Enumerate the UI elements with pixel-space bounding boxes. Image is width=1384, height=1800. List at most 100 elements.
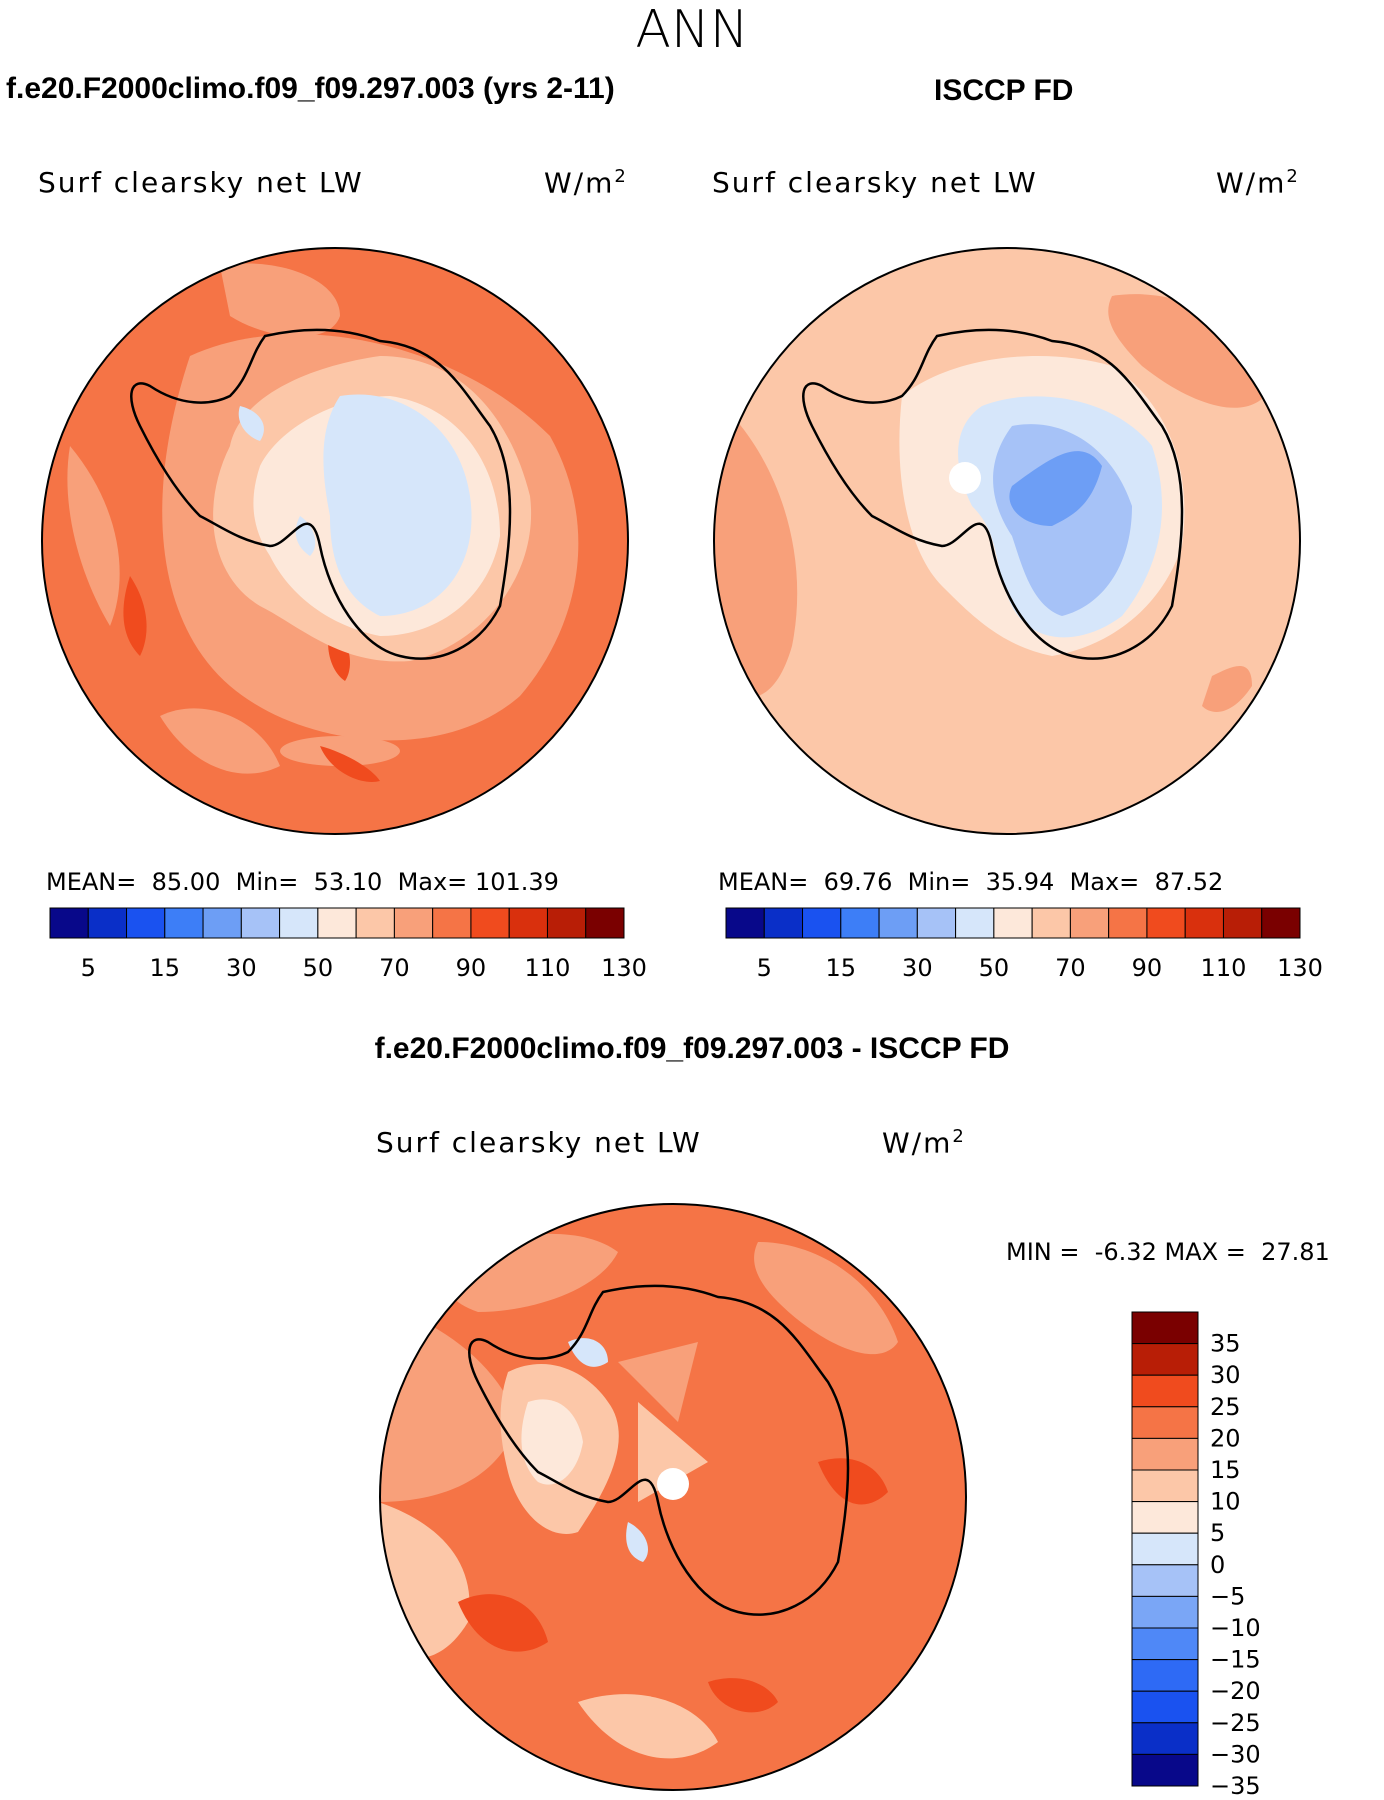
panel2-colorbar: 5 15 30 50 70 90 110 130 (725, 907, 1323, 982)
panel3-colorbar-tick-label: −20 (1210, 1677, 1261, 1705)
panel2-colorbar-tick-label: 130 (1277, 954, 1323, 982)
panel1-colorbar-tick-label: 15 (150, 954, 181, 982)
panel2-colorbar-tick-label: 110 (1201, 954, 1247, 982)
panel3-colorbar-tick-label: −25 (1210, 1709, 1261, 1737)
panel3-colorbar-tick-label: −5 (1210, 1582, 1245, 1610)
panel3-colorbar-tick-label: 0 (1210, 1551, 1225, 1579)
panel2-colorbar-swatch (1069, 907, 1110, 939)
panel1-case-title: f.e20.F2000climo.f09_f09.297.003 (yrs 2-… (6, 72, 615, 105)
panel1-colorbar-swatch (126, 907, 166, 939)
panel3-colorbar-swatch (1131, 1469, 1199, 1503)
panel1-units: W/m2 (544, 166, 628, 200)
panel3-colorbar-tick-label: 25 (1210, 1393, 1241, 1421)
panel1-stats: MEAN= 85.00 Min= 53.10 Max= 101.39 (46, 868, 559, 896)
panel3-max-value: 27.81 (1261, 1238, 1330, 1266)
panel1-min-value: 53.10 (313, 868, 383, 896)
panel1-max-label: Max= (397, 868, 468, 896)
panel3-colorbar-tick-label: −15 (1210, 1646, 1261, 1674)
panel2-colorbar-swatch (916, 907, 957, 939)
panel3-colorbar-swatch (1131, 1501, 1199, 1534)
panel3-variable: Surf clearsky net LW (376, 1126, 702, 1159)
panel1-colorbar-swatch (279, 907, 319, 939)
panel1-colorbar-swatch (393, 907, 434, 939)
panel1-colorbar-swatch (585, 907, 625, 939)
panel3-colorbar-tick-label: 10 (1210, 1488, 1241, 1516)
panel3-colorbar-tick-label: 20 (1210, 1424, 1241, 1452)
panel2-colorbar-tick-label: 90 (1132, 954, 1163, 982)
panel1-colorbar-swatch (432, 907, 472, 939)
panel3-colorbar-swatch (1131, 1406, 1199, 1439)
panel2-colorbar-tick-label: 70 (1055, 954, 1086, 982)
panel3-colorbar-tick-label: 35 (1210, 1330, 1241, 1358)
panel2-colorbar-swatch (802, 907, 842, 939)
panel1-colorbar-tick-label: 90 (456, 954, 487, 982)
panel3-colorbar-swatch (1131, 1311, 1199, 1345)
panel2-mean-label: MEAN= (718, 868, 809, 896)
panel3-colorbar-tick-label: 30 (1210, 1361, 1241, 1389)
panel3-colorbar-tick-label: 15 (1210, 1456, 1241, 1484)
panel3-colorbar-swatch (1131, 1722, 1199, 1755)
panel2-colorbar-tick-label: 30 (902, 954, 933, 982)
panel2-colorbar-swatch (1031, 907, 1071, 939)
panel1-mean-value: 85.00 (151, 868, 221, 896)
panel3-colorbar: 35 30 25 20 15 10 5 0 −5 −10 −15 −20 −25 −30 −35 (1131, 1311, 1261, 1800)
panel2-stats: MEAN= 69.76 Min= 35.94 Max= 87.52 (718, 868, 1223, 896)
panel2-colorbar-tick-label: 50 (979, 954, 1010, 982)
panel3-colorbar-tick-label: −35 (1210, 1772, 1261, 1800)
panel3-case-title: f.e20.F2000climo.f09_f09.297.003 - ISCCP… (374, 1032, 1010, 1065)
panel1-min-label: Min= (235, 868, 299, 896)
panel1-colorbar-tick-label: 30 (226, 954, 257, 982)
panel1-variable: Surf clearsky net LW (38, 166, 364, 199)
panel2-colorbar-swatch (1261, 907, 1301, 939)
panel3-colorbar-swatch (1131, 1343, 1199, 1376)
panel3-map (379, 1203, 967, 1791)
panel1-colorbar-swatch (202, 907, 242, 939)
panel3-colorbar-swatch (1131, 1690, 1199, 1724)
panel1-colorbar-tick-label: 50 (303, 954, 334, 982)
panel3-colorbar-swatch (1131, 1595, 1199, 1629)
season-title: ANN (635, 0, 749, 60)
panel3-colorbar-swatch (1131, 1437, 1199, 1471)
panel1-map (41, 247, 629, 835)
panel2-colorbar-swatch (1146, 907, 1186, 939)
panel2-colorbar-swatch (993, 907, 1033, 939)
panel2-colorbar-swatch (1184, 907, 1224, 939)
panel2-case-title: ISCCP FD (934, 74, 1074, 107)
panel2-min-value: 35.94 (985, 868, 1055, 896)
panel1-colorbar-swatch (87, 907, 128, 939)
panel2-colorbar-swatch (1222, 907, 1263, 939)
panel3-colorbar-tick-label: −10 (1210, 1614, 1261, 1642)
panel3-max-label: MAX = (1164, 1238, 1246, 1266)
panel3-colorbar-tick-label: 5 (1210, 1519, 1225, 1547)
panel3-colorbar-swatch (1131, 1753, 1199, 1787)
panel3-colorbar-swatch (1131, 1532, 1199, 1566)
panel2-mean-value: 69.76 (823, 868, 893, 896)
panel2-colorbar-swatch (955, 907, 995, 939)
panel1-colorbar-swatch (317, 907, 357, 939)
panel2-colorbar-tick-label: 15 (826, 954, 857, 982)
panel1-colorbar-tick-label: 70 (379, 954, 410, 982)
panel3-colorbar-tick-label: −30 (1210, 1740, 1261, 1768)
panel1-colorbar-swatch (240, 907, 281, 939)
panel1-max-value: 101.39 (474, 868, 559, 896)
panel3-colorbar-swatch (1131, 1564, 1199, 1597)
panel2-colorbar-swatch (1108, 907, 1148, 939)
panel3-stats: MIN = -6.32 MAX = 27.81 (1006, 1238, 1330, 1266)
panel2-map (713, 247, 1301, 835)
panel1-colorbar-tick-label: 5 (81, 954, 96, 982)
panel2-units: W/m2 (1216, 166, 1300, 200)
panel1-colorbar-swatch (470, 907, 510, 939)
panel2-colorbar-swatch (878, 907, 918, 939)
panel3-colorbar-swatch (1131, 1659, 1199, 1692)
panel2-max-value: 87.52 (1154, 868, 1224, 896)
panel3-colorbar-swatch (1131, 1374, 1199, 1408)
panel1-colorbar-swatch (508, 907, 548, 939)
panel1-colorbar-swatch (49, 907, 89, 939)
panel1-colorbar: 5 15 30 50 70 90 110 130 (49, 907, 647, 982)
panel2-colorbar-swatch (725, 907, 765, 939)
panel3-units: W/m2 (882, 1126, 966, 1160)
panel2-colorbar-swatch (840, 907, 880, 939)
panel2-min-label: Min= (907, 868, 971, 896)
panel1-colorbar-swatch (546, 907, 587, 939)
panel2-colorbar-tick-label: 5 (757, 954, 772, 982)
